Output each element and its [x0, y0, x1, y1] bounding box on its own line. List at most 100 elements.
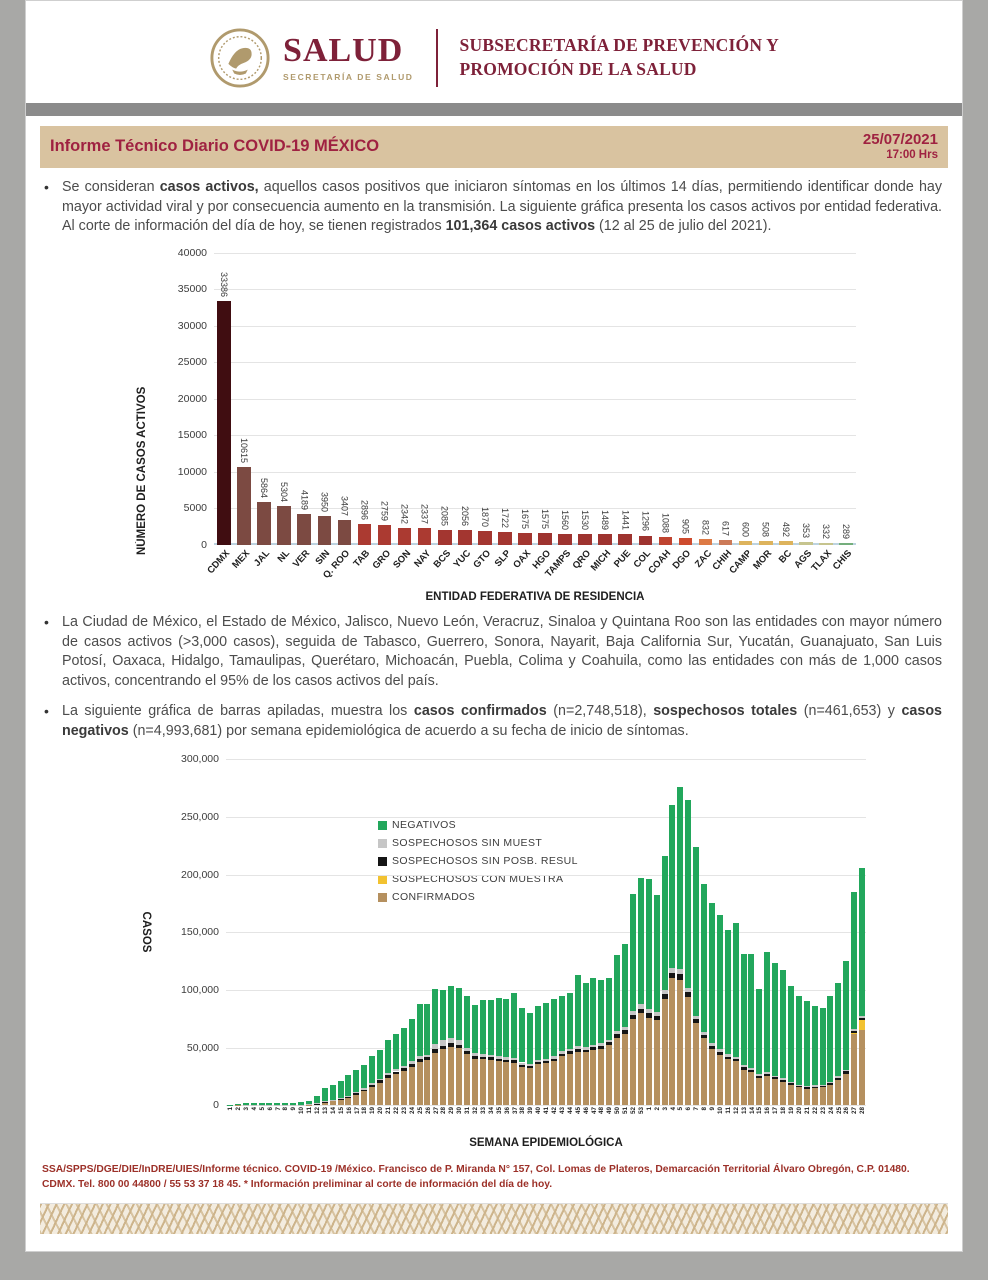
stack-segment-negativos — [535, 1006, 542, 1061]
y-tick-label: 0 — [201, 538, 207, 551]
week-tick-label: 31 — [464, 1107, 472, 1115]
stack-segment-sospechosos-sin-posb-resul — [329, 1100, 336, 1102]
stack-segment-confirmados — [313, 1103, 320, 1106]
stack-segment-confirmados — [859, 1030, 866, 1106]
text-run: Se consideran — [62, 178, 160, 195]
org-title: SUBSECRETARÍA DE PREVENCIÓN Y PROMOCIÓN … — [460, 34, 779, 81]
bullet-marker: • — [44, 702, 49, 719]
stack-segment-negativos — [456, 987, 463, 1041]
y-tick-label: 20000 — [177, 392, 207, 405]
stack-segment-negativos — [298, 1102, 305, 1105]
bar-value-label: 1441 — [620, 510, 631, 531]
legend-swatch — [378, 856, 387, 866]
stack-segment-confirmados — [795, 1087, 802, 1106]
header-divider — [435, 29, 438, 87]
stack-segment-sospechosos-sin-posb-resul — [527, 1065, 534, 1068]
bullet-stacked-chart-intro-text: La siguiente gráfica de barras apiladas,… — [62, 702, 942, 741]
week-tick-label: 53 — [637, 1107, 645, 1115]
gridline — [226, 989, 866, 991]
week-tick-label: 13 — [321, 1107, 329, 1115]
x-tick-label: NAY — [411, 547, 433, 570]
text-run: (n=461,653) y — [797, 702, 902, 719]
bar-VER — [297, 514, 312, 545]
stack-segment-sospechosos-sin-posb-resul — [384, 1075, 391, 1078]
stack-segment-confirmados — [748, 1072, 755, 1106]
stack-segment-sospechosos-sin-posb-resul — [708, 1045, 715, 1049]
report-datetime: 25/07/2021 17:00 Hrs — [863, 131, 938, 163]
week-tick-label: 4 — [669, 1107, 677, 1111]
legend-item: NEGATIVOS — [378, 819, 578, 831]
x-tick-label: MICH — [588, 547, 614, 574]
stack-segment-negativos — [590, 978, 597, 1045]
week-tick-label: 15 — [337, 1107, 345, 1115]
stack-segment-confirmados — [542, 1063, 549, 1106]
stack-segment-sospechosos-sin-muest — [432, 1043, 439, 1049]
stack-segment-negativos — [234, 1103, 241, 1106]
y-tick-label: 0 — [213, 1099, 219, 1112]
legend-label: SOSPECHOSOS SIN MUEST — [392, 837, 543, 850]
stack-segment-negativos — [558, 995, 565, 1052]
week-tick-label: 50 — [614, 1107, 622, 1115]
stack-segment-negativos — [606, 978, 613, 1040]
text-run: aquellos casos positivos que iniciaron s… — [62, 178, 942, 235]
bar-BCS — [437, 529, 452, 545]
stack-segment-sospechosos-sin-muest — [685, 987, 692, 993]
stack-segment-confirmados — [708, 1048, 715, 1106]
stack-segment-negativos — [787, 986, 794, 1082]
stack-segment-confirmados — [780, 1081, 787, 1106]
stack-segment-sospechosos-sin-posb-resul — [701, 1035, 708, 1039]
week-tick-label: 9 — [709, 1107, 717, 1111]
bar-value-label: 2896 — [359, 499, 370, 520]
x-tick-label: JAL — [252, 547, 273, 569]
brand-block: SALUD SECRETARÍA DE SALUD — [283, 34, 414, 83]
bar-value-label: 600 — [740, 521, 751, 537]
stack-segment-sospechosos-sin-posb-resul — [614, 1034, 621, 1038]
x-tick-label: OAX — [511, 547, 534, 571]
stack-segment-sospechosos-sin-muest — [424, 1054, 431, 1058]
gridline — [226, 932, 866, 934]
stack-segment-sospechosos-sin-muest — [669, 968, 676, 973]
stack-segment-sospechosos-sin-posb-resul — [574, 1049, 581, 1052]
stack-segment-sospechosos-sin-posb-resul — [558, 1053, 565, 1057]
stack-segment-sospechosos-sin-muest — [329, 1099, 336, 1101]
bar-value-label: 508 — [760, 522, 771, 538]
stack-segment-sospechosos-sin-muest — [851, 1028, 858, 1031]
stack-segment-confirmados — [629, 1018, 636, 1106]
stack-segment-sospechosos-sin-muest — [724, 1054, 731, 1057]
chart-legend: NEGATIVOS SOSPECHOSOS SIN MUEST SOSPECHOSO… — [378, 819, 578, 903]
stack-segment-sospechosos-sin-posb-resul — [740, 1067, 747, 1070]
week-tick-label: 2 — [235, 1107, 242, 1111]
stack-segment-confirmados — [756, 1077, 763, 1106]
stack-segment-negativos — [708, 903, 715, 1043]
stack-segment-sospechosos-sin-posb-resul — [353, 1093, 360, 1095]
stack-segment-negativos — [740, 954, 747, 1066]
week-tick-label: 26 — [424, 1107, 432, 1115]
week-tick-label: 40 — [535, 1107, 543, 1115]
stack-segment-sospechosos-sin-muest — [377, 1078, 384, 1081]
stack-segment-negativos — [629, 894, 636, 1011]
y-tick-label: 100,000 — [181, 983, 219, 996]
stack-segment-sospechosos-sin-muest — [629, 1010, 636, 1015]
stack-segment-sospechosos-sin-muest — [780, 1078, 787, 1080]
stack-segment-negativos — [669, 805, 676, 969]
stack-segment-confirmados — [424, 1060, 431, 1106]
week-tick-label: 10 — [716, 1107, 724, 1115]
stack-segment-sospechosos-sin-muest — [708, 1042, 715, 1046]
stack-segment-confirmados — [337, 1099, 344, 1106]
bar-value-label: 353 — [800, 523, 811, 539]
stack-segment-sospechosos-sin-muest — [732, 1056, 739, 1060]
stack-segment-confirmados — [345, 1098, 352, 1106]
stack-segment-negativos — [250, 1102, 257, 1105]
week-tick-label: 38 — [519, 1107, 527, 1115]
bar-CHIS — [839, 542, 853, 545]
stack-segment-negativos — [313, 1096, 320, 1104]
week-tick-label: 8 — [282, 1107, 290, 1111]
legend-label: CONFIRMADOS — [392, 891, 476, 904]
stack-segment-negativos — [242, 1102, 249, 1105]
stack-segment-sospechosos-sin-posb-resul — [693, 1019, 700, 1024]
report-page: SALUD SECRETARÍA DE SALUD SUBSECRETARÍA … — [25, 0, 963, 1252]
bar-value-label: 492 — [780, 522, 791, 538]
bar-GRO — [377, 524, 392, 545]
stack-segment-sospechosos-sin-posb-resul — [566, 1051, 573, 1054]
stack-segment-sospechosos-sin-muest — [416, 1056, 423, 1060]
